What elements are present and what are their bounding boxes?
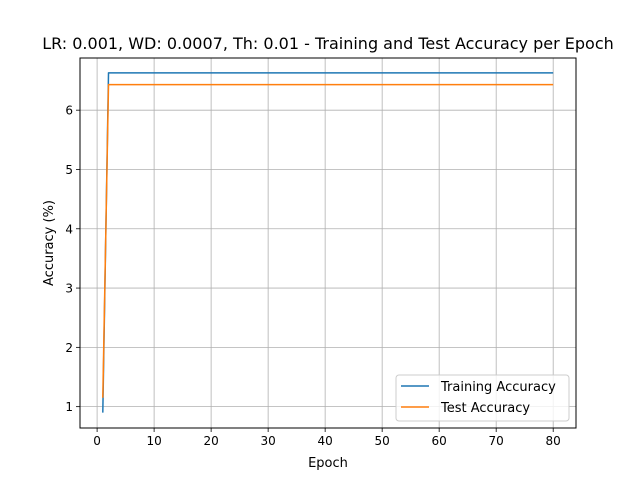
y-tick-label: 2 [65,341,73,355]
x-tick-label: 10 [146,434,161,448]
x-tick-label: 30 [260,434,275,448]
y-tick-label: 5 [65,163,73,177]
plot-area-frame [79,57,577,429]
legend: Training Accuracy Test Accuracy [395,374,570,422]
x-tick-label: 60 [432,434,447,448]
legend-box [395,374,570,422]
y-tick-label: 4 [65,222,73,236]
test-accuracy-line [102,83,554,398]
legend-label-training: Training Accuracy [440,380,556,395]
x-axis-label: Epoch [308,456,348,471]
legend-label-test: Test Accuracy [440,401,530,416]
chart-title: LR: 0.001, WD: 0.0007, Th: 0.01 - Traini… [42,34,614,53]
y-tick-label: 1 [65,400,73,414]
series-lines [102,72,554,413]
x-tick-label: 80 [546,434,561,448]
axis-ticks: 0 10 20 30 40 50 60 70 80 1 2 3 4 5 6 [65,104,560,448]
x-tick-label: 40 [318,434,333,448]
x-tick-label: 0 [93,434,101,448]
x-tick-label: 20 [203,434,218,448]
x-tick-label: 50 [375,434,390,448]
y-axis-label: Accuracy (%) [42,200,57,286]
x-tick-label: 70 [489,434,504,448]
y-tick-label: 6 [65,104,73,118]
y-tick-label: 3 [65,282,73,296]
